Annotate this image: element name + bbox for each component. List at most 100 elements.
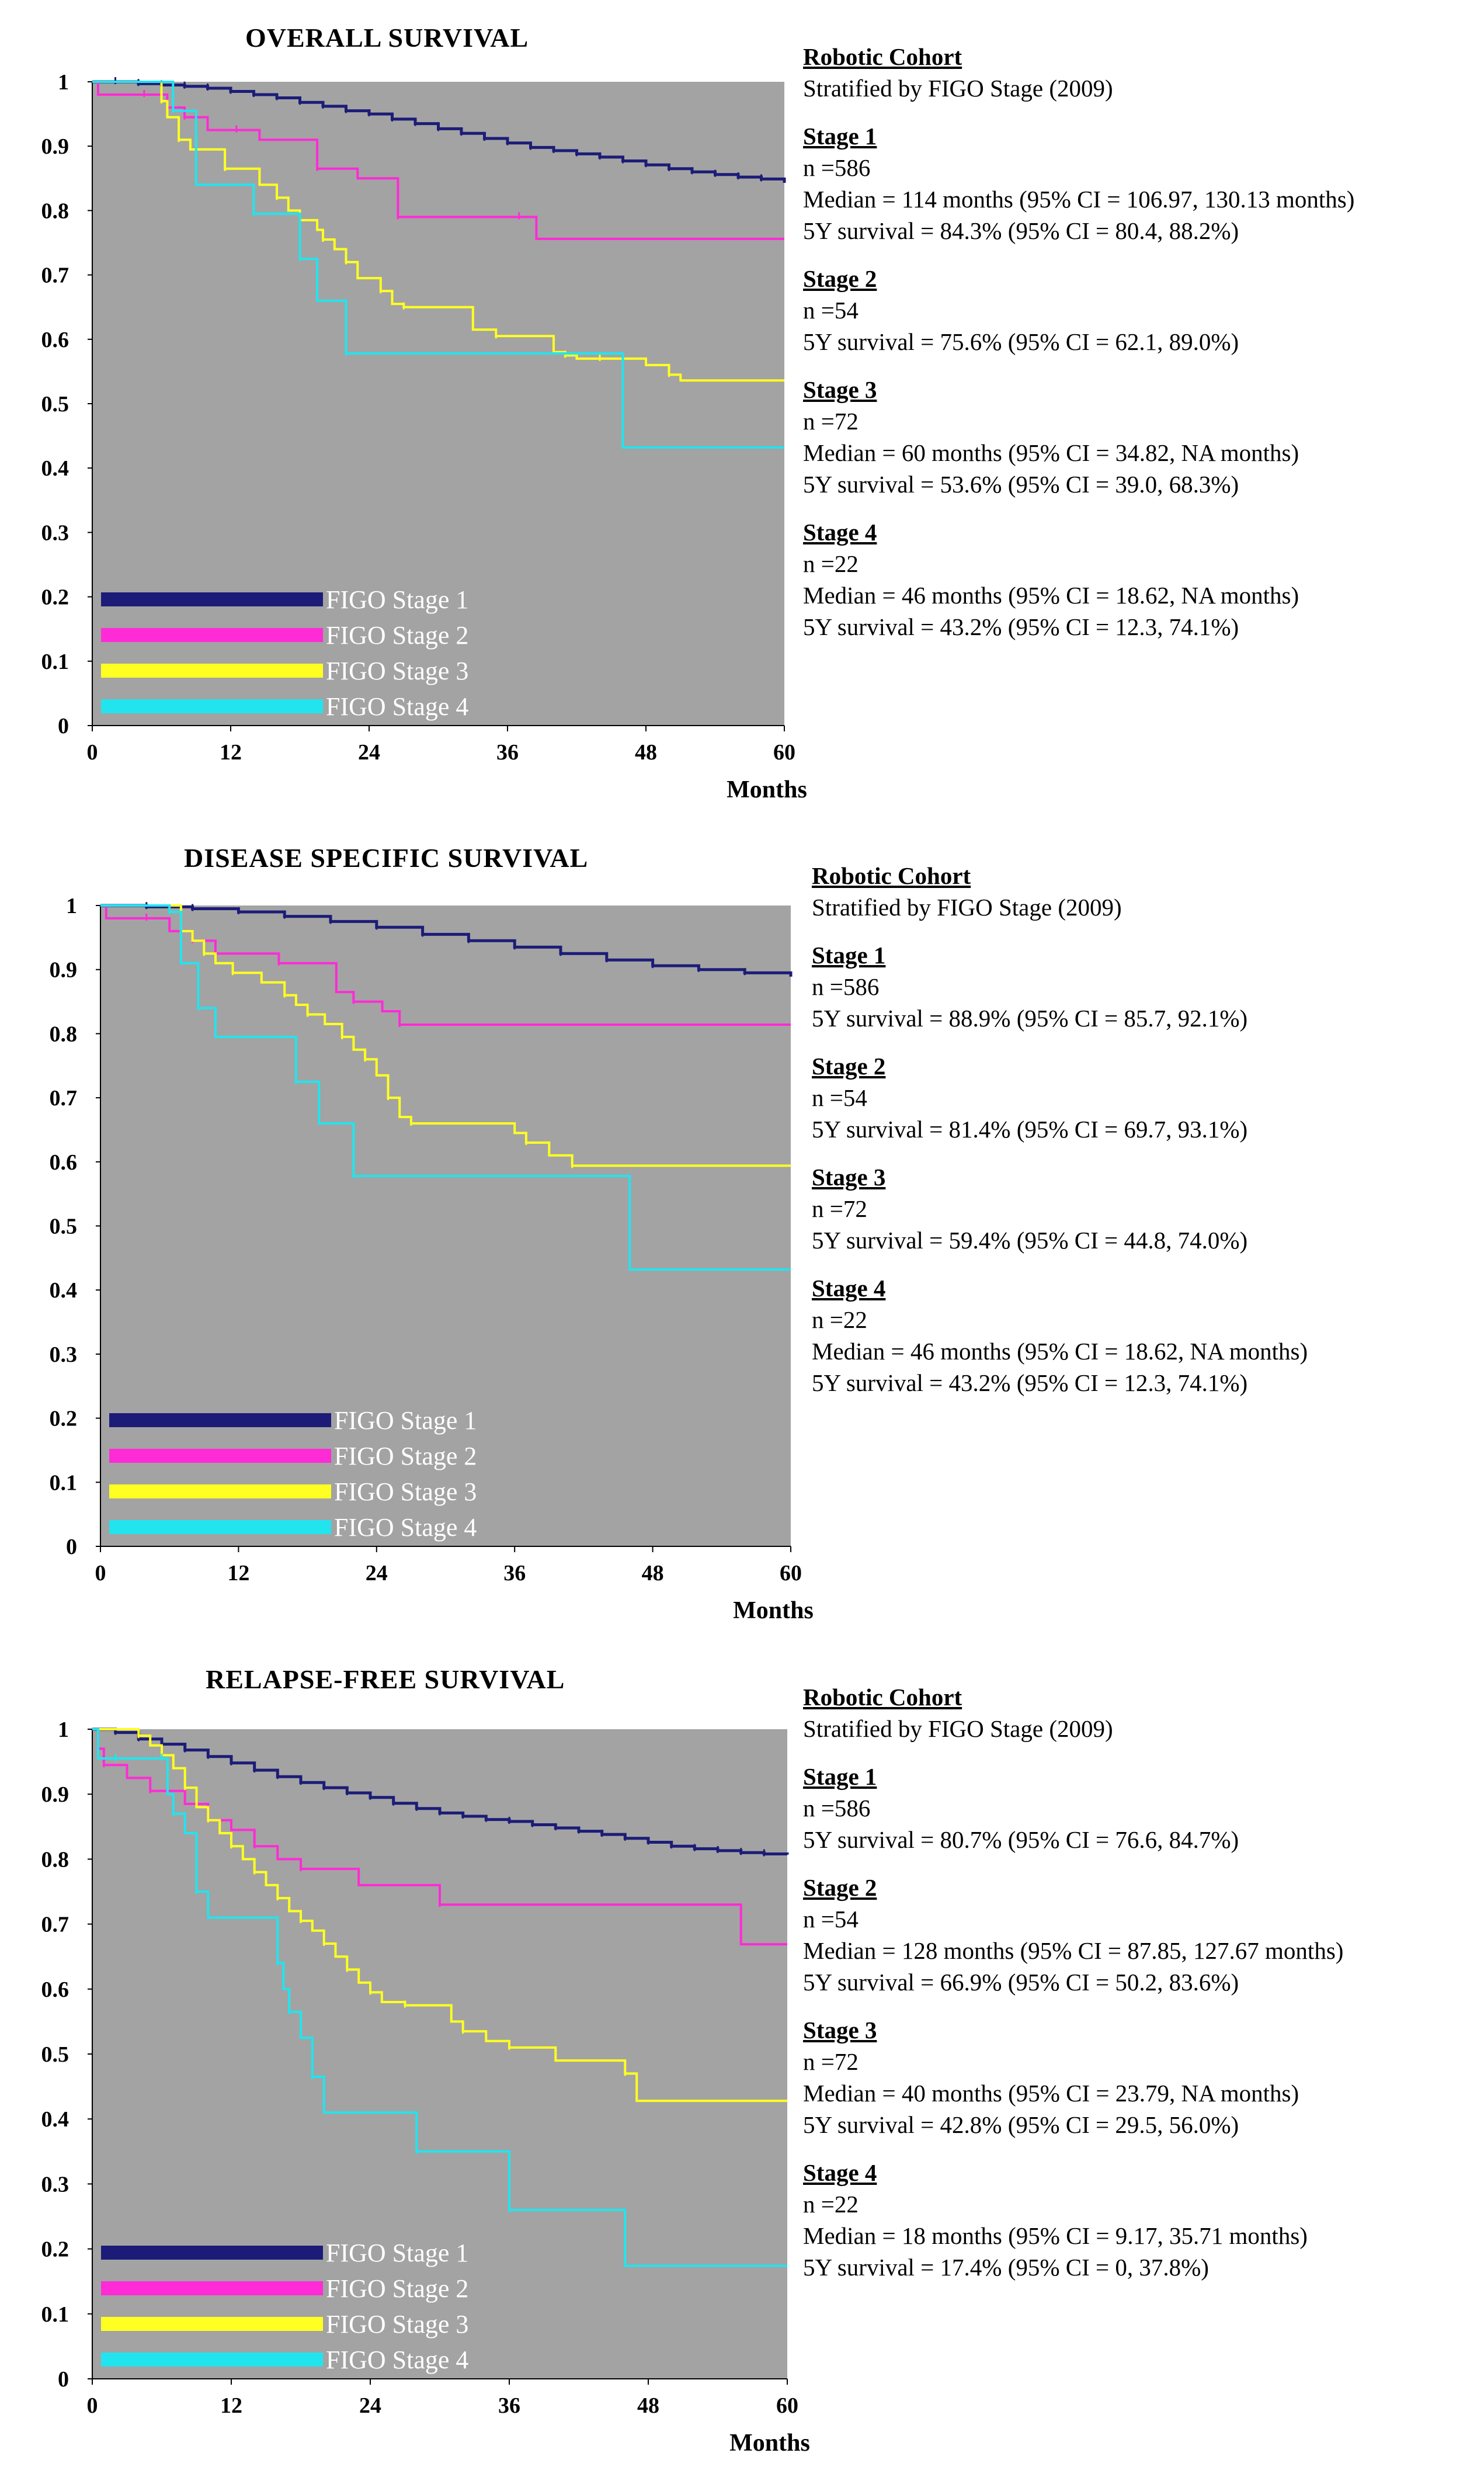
stage-block: Stage 3 n =72 Median = 60 months (95% CI… (803, 374, 1354, 500)
stage-stat-line: n =54 (803, 1906, 859, 1933)
panel-disease-specific-survival: 0 0.1 0.2 0.3 0.4 0.5 0.6 0.7 0.8 0.9 1 0 12 24 36 48 60… (0, 824, 1484, 1647)
panel-relapse-free-survival: 0 0.1 0.2 0.3 0.4 0.5 0.6 0.7 0.8 0.9 1 0 12 24 36 48 60… (0, 1647, 1484, 2491)
stage-block: Stage 1 n =586 Median = 114 months (95% … (803, 120, 1354, 247)
y-tick-label: 0.2 (50, 1407, 78, 1431)
stage-block: Stage 4 n =22 Median = 46 months (95% CI… (803, 516, 1354, 643)
stage-stat-line: 5Y survival = 88.9% (95% CI = 85.7, 92.1… (812, 1005, 1248, 1032)
y-tick-label: 0.9 (50, 958, 78, 983)
y-tick-label: 0.6 (41, 1977, 69, 2002)
legend-swatch (109, 1449, 331, 1463)
stage-stat-line: 5Y survival = 42.8% (95% CI = 29.5, 56.0… (803, 2111, 1239, 2138)
legend-label: FIGO Stage 4 (334, 1513, 477, 1542)
stage-stat-line: Median = 46 months (95% CI = 18.62, NA m… (812, 1338, 1308, 1365)
cohort-heading: Robotic Cohort (812, 862, 971, 889)
y-tick-label: 0.6 (41, 328, 69, 352)
survival-curve-stage-4 (92, 1728, 787, 2267)
y-tick-label: 0.4 (50, 1278, 78, 1303)
legend-label: FIGO Stage 3 (326, 657, 468, 685)
x-tick-label: 12 (220, 2393, 242, 2418)
y-tick-label: 0.9 (41, 1782, 69, 1807)
stage-stat-line: n =54 (803, 297, 859, 324)
stage-stat-line: n =586 (803, 154, 871, 181)
y-tick-label: 0.1 (50, 1470, 78, 1495)
x-tick-label: 12 (220, 740, 242, 765)
survival-curve-stage-2 (92, 81, 784, 240)
legend-swatch (101, 592, 323, 606)
stage-stat-line: Median = 114 months (95% CI = 106.97, 13… (803, 186, 1355, 213)
x-axis-label: Months (729, 2430, 810, 2457)
stage-stat-line: 5Y survival = 53.6% (95% CI = 39.0, 68.3… (803, 471, 1239, 498)
chart-title: DISEASE SPECIFIC SURVIVAL (184, 843, 589, 873)
cohort-block: Robotic Cohort Stratified by FIGO Stage … (803, 41, 1354, 104)
stage-stat-line: Median = 40 months (95% CI = 23.79, NA m… (803, 2080, 1299, 2107)
y-tick-label: 0.3 (41, 521, 69, 545)
x-tick-label: 0 (95, 1561, 106, 1586)
stage-stat-line: 5Y survival = 84.3% (95% CI = 80.4, 88.2… (803, 217, 1239, 244)
stage-heading: Stage 2 (812, 1053, 886, 1080)
x-tick-label: 60 (773, 740, 795, 765)
cohort-block: Robotic Cohort Stratified by FIGO Stage … (812, 860, 1308, 923)
x-axis-label: Months (727, 776, 807, 803)
stage-block: Stage 3 n =72 5Y survival = 59.4% (95% C… (812, 1161, 1308, 1256)
stats-panel: Robotic Cohort Stratified by FIGO Stage … (812, 860, 1308, 1399)
stats-panel: Robotic Cohort Stratified by FIGO Stage … (803, 1681, 1343, 2283)
stage-heading: Stage 1 (803, 123, 877, 150)
stage-stat-line: 5Y survival = 59.4% (95% CI = 44.8, 74.0… (812, 1227, 1248, 1254)
stage-stat-line: Median = 128 months (95% CI = 87.85, 127… (803, 1937, 1344, 1964)
legend-label: FIGO Stage 4 (326, 2346, 468, 2374)
x-tick-label: 24 (358, 740, 380, 765)
x-tick-label: 60 (780, 1561, 802, 1586)
legend-label: FIGO Stage 4 (326, 692, 468, 721)
stage-block: Stage 1 n =586 5Y survival = 80.7% (95% … (803, 1761, 1343, 1855)
legend-swatch (101, 2246, 323, 2260)
survival-curve-stage-2 (92, 1728, 787, 1946)
stage-block: Stage 2 n =54 Median = 128 months (95% C… (803, 1872, 1343, 1998)
stage-heading: Stage 3 (803, 2017, 877, 2044)
y-tick-label: 0.1 (41, 2302, 69, 2327)
panel-overall-survival: 0 0.1 0.2 0.3 0.4 0.5 0.6 0.7 0.8 0.9 1 0 12 24 36 48 60… (0, 0, 1484, 824)
stage-stat-line: 5Y survival = 66.9% (95% CI = 50.2, 83.6… (803, 1969, 1239, 1996)
chart-title: RELAPSE-FREE SURVIVAL (206, 1664, 565, 1694)
legend-swatch (109, 1484, 331, 1498)
stage-block: Stage 2 n =54 5Y survival = 81.4% (95% C… (812, 1050, 1308, 1145)
stratification-label: Stratified by FIGO Stage (2009) (803, 75, 1113, 102)
survival-curve-stage-4 (92, 81, 784, 449)
stage-heading: Stage 1 (803, 1763, 877, 1790)
stage-stat-line: 5Y survival = 80.7% (95% CI = 76.6, 84.7… (803, 1826, 1239, 1853)
cohort-heading: Robotic Cohort (803, 1684, 962, 1711)
legend-swatch (101, 628, 323, 642)
stage-stat-line: 5Y survival = 43.2% (95% CI = 12.3, 74.1… (803, 613, 1239, 640)
legend-swatch (109, 1520, 331, 1534)
y-tick-label: 0.2 (41, 2237, 69, 2262)
y-tick-label: 0.5 (41, 392, 69, 417)
x-tick-label: 0 (87, 740, 98, 765)
y-tick-label: 0.3 (50, 1342, 78, 1367)
stage-stat-line: n =72 (812, 1195, 867, 1222)
y-tick-label: 0 (58, 2367, 69, 2392)
survival-curve-stage-3 (92, 81, 784, 382)
plot-area (92, 1729, 787, 2379)
stage-heading: Stage 2 (803, 1874, 877, 1901)
stage-block: Stage 1 n =586 5Y survival = 88.9% (95% … (812, 939, 1308, 1034)
stage-heading: Stage 1 (812, 942, 886, 969)
y-tick-label: 1 (66, 894, 77, 918)
stage-block: Stage 4 n =22 Median = 18 months (95% CI… (803, 2157, 1343, 2283)
stage-block: Stage 4 n =22 Median = 46 months (95% CI… (812, 1272, 1308, 1399)
x-tick-label: 36 (496, 740, 519, 765)
y-tick-label: 1 (58, 70, 69, 95)
stage-heading: Stage 3 (812, 1164, 886, 1191)
chart-overall-survival: 0 0.1 0.2 0.3 0.4 0.5 0.6 0.7 0.8 0.9 1 0 12 24 36 48 60… (41, 70, 807, 803)
y-tick-label: 0.8 (50, 1022, 78, 1046)
stage-stat-line: 5Y survival = 43.2% (95% CI = 12.3, 74.1… (812, 1369, 1248, 1396)
y-tick-label: 0.5 (41, 2042, 69, 2067)
legend-label: FIGO Stage 2 (326, 2274, 468, 2303)
chart-disease-specific-survival: 0 0.1 0.2 0.3 0.4 0.5 0.6 0.7 0.8 0.9 1 0 12 24 36 48 60… (50, 894, 814, 1624)
x-tick-label: 48 (642, 1561, 664, 1586)
legend-label: FIGO Stage 1 (326, 585, 468, 614)
y-tick-label: 0.5 (50, 1215, 78, 1239)
stage-stat-line: n =586 (803, 1795, 871, 1822)
stage-stat-line: n =22 (803, 550, 859, 577)
survival-curve-stage-1 (92, 80, 786, 183)
y-tick-label: 0.7 (50, 1086, 78, 1111)
legend-swatch (101, 2281, 323, 2295)
